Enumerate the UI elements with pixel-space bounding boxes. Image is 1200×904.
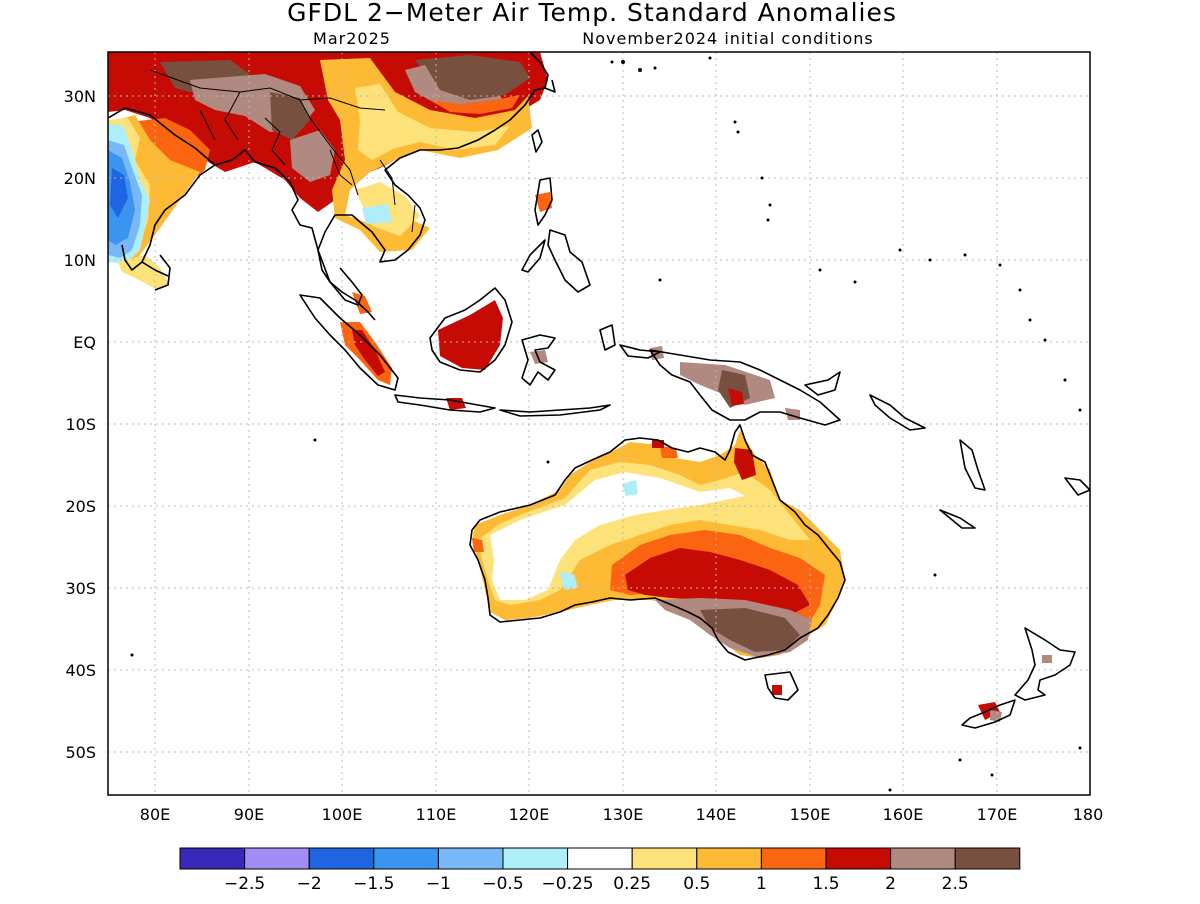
- legend-color-box: [825, 847, 892, 870]
- legend-color-box: [437, 847, 504, 870]
- lat-label: 20S: [65, 497, 96, 516]
- lon-label: 150E: [790, 805, 831, 824]
- lon-label: 160E: [883, 805, 924, 824]
- lat-label: EQ: [73, 333, 96, 352]
- legend-color-box: [890, 847, 956, 870]
- legend-tick-label: −0.25: [542, 874, 594, 894]
- lat-label: 50S: [65, 743, 96, 762]
- legend-color-box: [373, 847, 439, 870]
- legend-color-box: [567, 847, 633, 870]
- legend-color-box: [954, 847, 1021, 870]
- legend-color-box: [760, 847, 827, 870]
- legend-color-boxes: [179, 847, 1021, 870]
- lon-label: 120E: [509, 805, 550, 824]
- lat-label: 40S: [65, 661, 96, 680]
- country-borders: [149, 69, 416, 233]
- legend-tick-label: −1: [426, 874, 451, 894]
- legend-color-box: [502, 847, 569, 870]
- legend-tick-label: 0.5: [683, 874, 710, 894]
- lat-label: 30N: [64, 87, 96, 106]
- legend-tick-label: 2: [885, 874, 896, 894]
- map-gridlines: [108, 52, 1090, 795]
- lat-label: 10S: [65, 415, 96, 434]
- lon-label: 130E: [603, 805, 644, 824]
- lon-label: 110E: [416, 805, 457, 824]
- map-frame: [107, 51, 1091, 796]
- latitude-labels: 30N 20N 10N EQ 10S 20S 30S 40S 50S: [64, 87, 96, 762]
- legend-tick-label: −1.5: [353, 874, 394, 894]
- lon-label: 90E: [234, 805, 264, 824]
- legend-tick-label: 2.5: [942, 874, 969, 894]
- map-panel: [108, 52, 1090, 795]
- color-legend: −2.5 −2 −1.5 −1 −0.5 −0.25 0.25 0.5 1 1.5 2 2.5: [179, 847, 1021, 894]
- init-conditions-label: November2024 initial conditions: [582, 29, 873, 48]
- figure-title: GFDL 2−Meter Air Temp. Standard Anomalie…: [287, 0, 897, 27]
- legend-tick-label: 1: [756, 874, 767, 894]
- maritime-anomaly-shading: [340, 192, 800, 420]
- legend-tick-label: −2: [297, 874, 322, 894]
- legend-tick-label: 1.5: [812, 874, 839, 894]
- lat-label: 20N: [64, 169, 96, 188]
- lon-label: 180: [1073, 805, 1104, 824]
- australia-anomaly-shading: [472, 430, 1052, 722]
- legend-tick-label: −0.5: [482, 874, 523, 894]
- lon-label: 140E: [696, 805, 737, 824]
- legend-color-box: [631, 847, 698, 870]
- legend-color-box: [696, 847, 762, 870]
- legend-color-box: [179, 847, 246, 870]
- legend-tick-labels: −2.5 −2 −1.5 −1 −0.5 −0.25 0.25 0.5 1 1.5 2 2.5: [224, 874, 969, 894]
- valid-month-label: Mar2025: [313, 29, 391, 48]
- legend-tick-label: 0.25: [613, 874, 651, 894]
- asia-anomaly-shading: [108, 52, 548, 290]
- longitude-labels: 80E 90E 100E 110E 120E 130E 140E 150E 16…: [140, 805, 1104, 824]
- lat-label: 10N: [64, 251, 96, 270]
- coastlines: [108, 52, 1090, 729]
- legend-tick-label: −2.5: [224, 874, 265, 894]
- lon-label: 170E: [977, 805, 1018, 824]
- lon-label: 80E: [140, 805, 170, 824]
- lon-label: 100E: [322, 805, 363, 824]
- legend-color-box: [308, 847, 375, 870]
- lat-label: 30S: [65, 579, 96, 598]
- legend-color-box: [244, 847, 310, 870]
- small-islands: [130, 56, 1082, 792]
